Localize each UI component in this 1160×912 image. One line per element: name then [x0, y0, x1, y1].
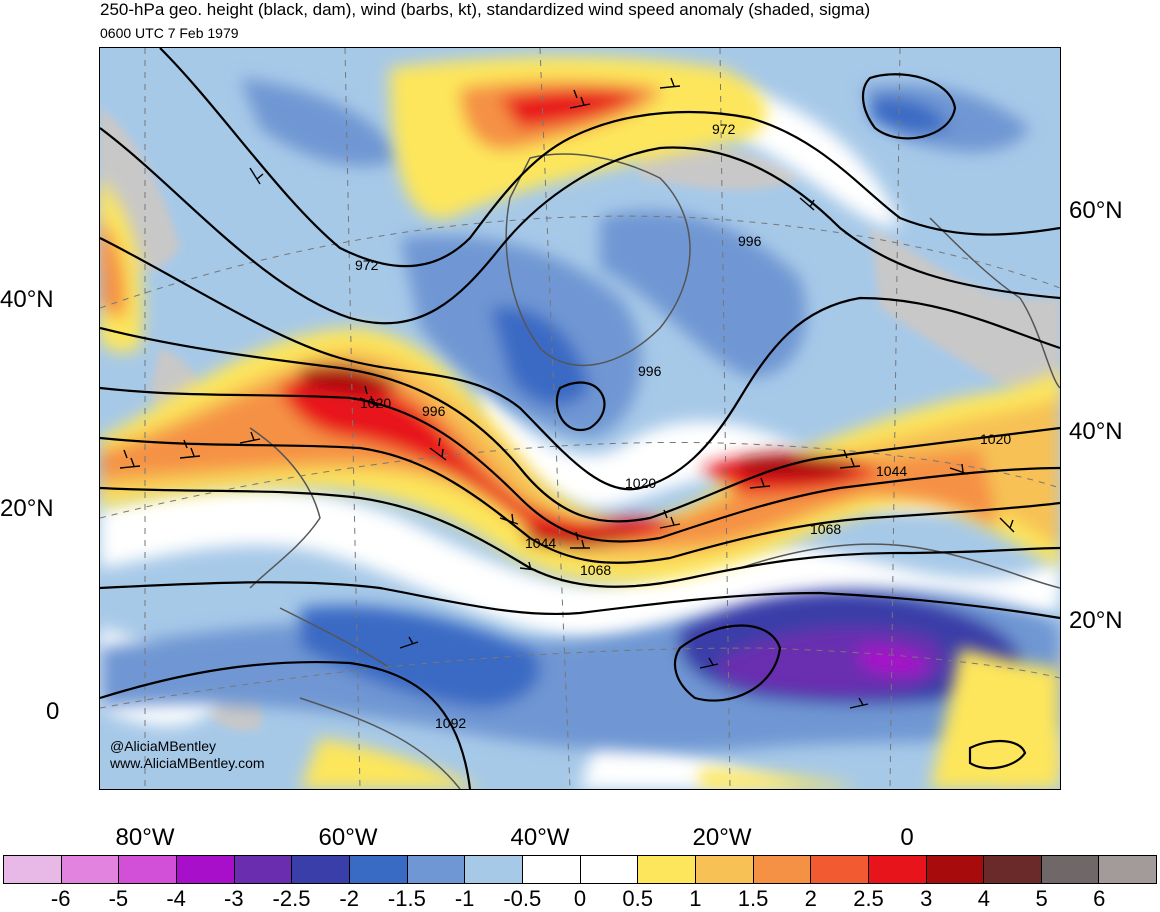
colorbar-swatch [349, 856, 408, 883]
colorbar-tick-label: -1 [454, 886, 475, 911]
colorbar-swatch [465, 856, 523, 883]
colorbar-swatch [119, 856, 177, 883]
contour-label: 1044 [525, 535, 556, 551]
colorbar-tick-label: -2.5 [272, 886, 311, 911]
colorbar-tick-label: 0 [573, 886, 587, 911]
graticule [100, 48, 1060, 789]
lat-label-right: 40°N [1069, 418, 1123, 445]
colorbar-tick-label: 1.5 [737, 886, 769, 911]
colorbar-tick-label: -1.5 [387, 886, 426, 911]
colorbar-tick-label: -4 [166, 886, 186, 911]
colorbar-swatch [292, 856, 350, 883]
colorbar-tick-label: 6 [1093, 886, 1106, 911]
contour-label: 1068 [810, 521, 841, 537]
colorbar-tick-label: -2 [339, 886, 359, 911]
colorbar-swatch [4, 856, 62, 883]
contour-label: 1020 [980, 431, 1011, 447]
colorbar-swatch [638, 856, 696, 883]
height-contours [100, 48, 1060, 789]
map-subtitle: 0600 UTC 7 Feb 1979 [100, 25, 239, 41]
colorbar-swatch [868, 856, 927, 883]
colorbar-swatch [1041, 856, 1100, 883]
credit-handle: @AliciaMBentley [110, 738, 217, 754]
contour-label: 1020 [625, 475, 656, 491]
map-panel[interactable]: 972 972 996 996 996 1020 1020 1020 1044 … [99, 47, 1061, 790]
lon-label: 0 [900, 824, 914, 851]
credit-website[interactable]: www.AliciaMBentley.com [110, 755, 265, 771]
colorbar-tick-label: 0.5 [622, 886, 653, 911]
colorbar-swatch [1099, 856, 1157, 883]
colorbar-swatch [522, 856, 581, 883]
colorbar-tick-label: 2 [804, 886, 817, 911]
map-title: 250-hPa geo. height (black, dam), wind (… [100, 0, 871, 19]
lat-label-right: 60°N [1069, 197, 1123, 224]
contour-label: 972 [355, 257, 379, 273]
contour-label: 1092 [435, 715, 466, 731]
contour-label: 1020 [360, 395, 391, 411]
colorbar-swatch [61, 856, 120, 883]
contour-label: 1068 [580, 562, 611, 578]
contour-label: 996 [638, 363, 662, 379]
colorbar-swatch [926, 856, 985, 883]
colorbar-swatch [234, 856, 293, 883]
lon-label: 40°W [510, 824, 570, 851]
positive-anomaly-shading [100, 56, 1060, 789]
contour-label: 996 [422, 403, 446, 419]
colorbar-tick-label: -0.5 [503, 886, 542, 911]
lon-label: 80°W [115, 824, 175, 851]
contour-label-group: 972 972 996 996 996 1020 1020 1020 1044 … [355, 121, 1011, 731]
colorbar-tick-label: -6 [50, 886, 71, 911]
colorbar-swatch [580, 856, 639, 883]
colorbar-tick-label: -5 [108, 886, 129, 911]
colorbar-tick-label: 3 [920, 886, 933, 911]
colorbar-swatch [407, 856, 466, 883]
colorbar-swatch [811, 856, 869, 883]
colorbar [3, 855, 1157, 884]
lat-label-left: 0 [46, 698, 60, 725]
wind-barbs [119, 77, 1015, 709]
lat-label-left: 40°N [0, 286, 54, 313]
colorbar-swatch [695, 856, 754, 883]
lon-label: 60°W [318, 824, 378, 851]
colorbar-swatch [176, 856, 235, 883]
colorbar-tick-label: 5 [1035, 886, 1048, 911]
contour-label: 1044 [876, 463, 907, 479]
colorbar-tick-label: 2.5 [853, 886, 884, 911]
colorbar-tick-label: 4 [977, 886, 991, 911]
lon-label: 20°W [692, 824, 752, 851]
map-canvas: 972 972 996 996 996 1020 1020 1020 1044 … [100, 48, 1060, 789]
colorbar-swatch [753, 856, 812, 883]
negative-anomaly-shading [100, 78, 1060, 752]
colorbar-tick-label: -3 [224, 886, 244, 911]
colorbar-tick-label: 1 [689, 886, 702, 911]
contour-label: 972 [712, 121, 736, 137]
colorbar-swatch [984, 856, 1042, 883]
lat-label-right: 20°N [1069, 607, 1123, 634]
coastlines [249, 153, 1060, 789]
contour-label: 996 [738, 233, 762, 249]
lat-label-left: 20°N [0, 495, 54, 522]
